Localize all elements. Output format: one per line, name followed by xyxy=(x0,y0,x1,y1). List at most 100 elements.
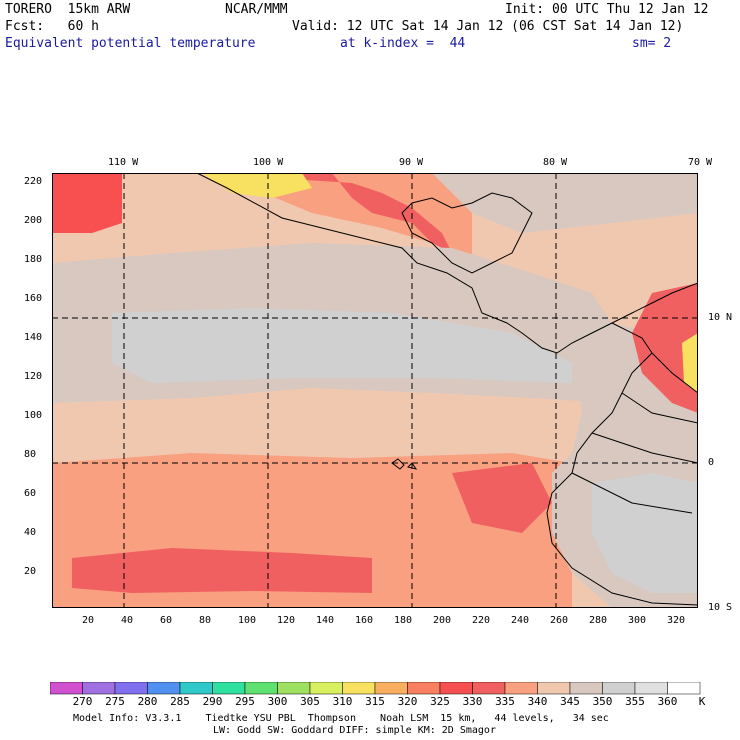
colorbar-level-label: 340 xyxy=(527,695,548,708)
field-band-cool-3 xyxy=(432,173,698,233)
colorbar-level-label: 310 xyxy=(332,695,353,708)
colorbar-level-label: 355 xyxy=(625,695,645,708)
field-warm-yellow xyxy=(202,173,312,198)
field-name: Equivalent potential temperature xyxy=(5,36,256,51)
colorbar-level-label: 360 xyxy=(657,695,678,708)
colorbar-level-label: 295 xyxy=(235,695,255,708)
colorbar-swatch xyxy=(244,682,278,695)
colorbar-swatch xyxy=(569,682,603,695)
field-warm-andes xyxy=(682,333,698,393)
field-hot-south xyxy=(72,548,372,593)
x-tick-label: 20 xyxy=(82,615,95,626)
x-tick-label: 120 xyxy=(277,615,296,626)
map-frame xyxy=(52,173,698,608)
colorbar-swatch xyxy=(602,682,636,695)
colorbar-level-label: 270 xyxy=(72,695,93,708)
colorbar-level-label: 325 xyxy=(430,695,450,708)
colorbar-swatch xyxy=(504,682,538,695)
coastline-central-america xyxy=(196,173,698,354)
borders-south-america xyxy=(571,352,698,514)
x-tick-label: 60 xyxy=(160,615,173,626)
colorbar-swatch xyxy=(309,682,343,695)
colorbar-level-label: 315 xyxy=(365,695,385,708)
y-tick-label: 80 xyxy=(24,449,37,460)
x-tick-label: 280 xyxy=(589,615,608,626)
lon-label-110w: 110 W xyxy=(108,157,139,168)
colorbar-swatch xyxy=(667,682,701,695)
field-hot-south-east xyxy=(452,463,552,533)
colorbar-level-label: 320 xyxy=(397,695,418,708)
y-tick-label: 180 xyxy=(24,254,43,265)
lon-label-70w: 70 W xyxy=(688,157,713,168)
colorbar xyxy=(50,682,701,695)
x-tick-label: 300 xyxy=(628,615,647,626)
lat-label-0: 0 xyxy=(708,457,715,468)
valid-time: Valid: 12 UTC Sat 14 Jan 12 (06 CST Sat … xyxy=(292,19,684,34)
colorbar-swatch xyxy=(439,682,473,695)
y-tick-label: 120 xyxy=(24,371,43,382)
colorbar-swatch xyxy=(374,682,408,695)
colorbar-swatch xyxy=(634,682,668,695)
colorbar-level-label: 300 xyxy=(267,695,288,708)
map-panel xyxy=(52,173,698,608)
colorbar-swatch xyxy=(407,682,441,695)
x-tick-label: 80 xyxy=(199,615,212,626)
colorbar-level-label: 345 xyxy=(560,695,580,708)
colorbar-level-label: 285 xyxy=(170,695,190,708)
physics-info: LW: Godd SW: Goddard DIFF: simple KM: 2D… xyxy=(213,725,496,736)
colorbar-swatch xyxy=(342,682,376,695)
colorbar-level-label: 290 xyxy=(202,695,223,708)
x-tick-label: 140 xyxy=(316,615,335,626)
x-tick-label: 180 xyxy=(394,615,413,626)
init-time: Init: 00 UTC Thu 12 Jan 12 xyxy=(505,2,709,17)
colorbar-level-label: 350 xyxy=(592,695,613,708)
field-land-cool xyxy=(592,473,698,593)
level-label: at k-index = 44 xyxy=(340,36,466,51)
colorbar-swatch xyxy=(537,682,571,695)
colorbar-level-label: 305 xyxy=(300,695,320,708)
forecast-hour: Fcst: 60 h xyxy=(5,19,99,34)
x-tick-label: 200 xyxy=(433,615,452,626)
colorbar-swatch xyxy=(50,682,83,695)
lat-label-10n: 10 N xyxy=(708,312,733,323)
colorbar-level-label: 275 xyxy=(105,695,125,708)
y-tick-label: 100 xyxy=(24,410,43,421)
x-tick-label: 160 xyxy=(355,615,374,626)
model-name: TORERO 15km ARW xyxy=(5,2,131,17)
colorbar-level-label: 335 xyxy=(495,695,515,708)
smoothing-label: sm= 2 xyxy=(632,36,672,51)
x-tick-label: 220 xyxy=(472,615,491,626)
y-tick-label: 140 xyxy=(24,332,43,343)
y-tick-label: 220 xyxy=(24,176,43,187)
y-tick-label: 40 xyxy=(24,527,37,538)
colorbar-unit-label: K xyxy=(698,695,706,708)
colorbar-swatch xyxy=(212,682,246,695)
source-label: NCAR/MMM xyxy=(225,2,288,17)
model-info: Model Info: V3.3.1 Tiedtke YSU PBL Thomp… xyxy=(73,713,609,724)
colorbar-swatch xyxy=(179,682,213,695)
y-tick-label: 200 xyxy=(24,215,43,226)
field-band-cool-2 xyxy=(112,308,572,383)
colorbar-level-label: 330 xyxy=(462,695,483,708)
lon-label-80w: 80 W xyxy=(543,157,568,168)
x-tick-label: 260 xyxy=(550,615,569,626)
graticule xyxy=(52,173,698,608)
y-tick-label: 20 xyxy=(24,566,37,577)
colorbar-swatch xyxy=(114,682,148,695)
field-hot-coast xyxy=(197,173,452,253)
y-tick-label: 160 xyxy=(24,293,43,304)
colorbar-swatch xyxy=(277,682,311,695)
field-hot-northwest xyxy=(52,173,122,233)
x-tick-label: 40 xyxy=(121,615,134,626)
x-tick-label: 320 xyxy=(667,615,686,626)
colorbar-swatch xyxy=(82,682,116,695)
x-tick-label: 240 xyxy=(511,615,530,626)
colorbar-swatch xyxy=(472,682,506,695)
colorbar-swatch xyxy=(147,682,181,695)
lon-label-100w: 100 W xyxy=(253,157,284,168)
lat-label-10s: 10 S xyxy=(708,602,733,613)
x-tick-label: 100 xyxy=(238,615,257,626)
colorbar-level-label: 280 xyxy=(137,695,158,708)
y-tick-label: 60 xyxy=(24,488,37,499)
